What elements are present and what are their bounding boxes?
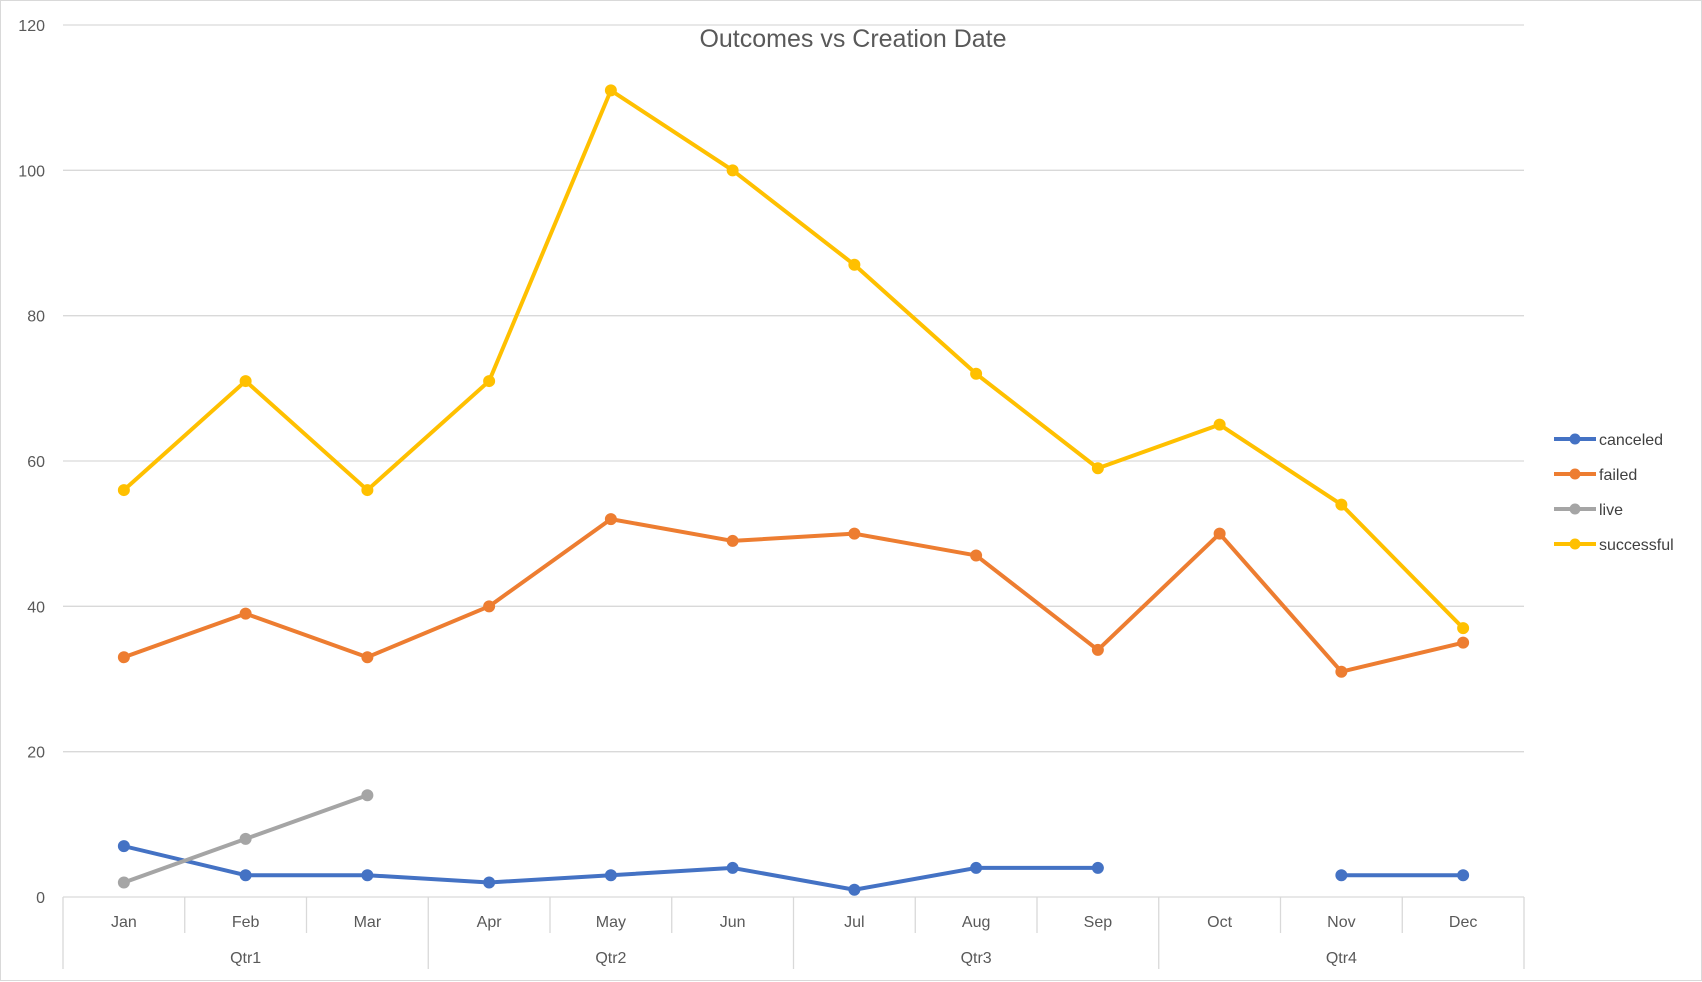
data-point-successful bbox=[1091, 462, 1104, 475]
data-point-failed bbox=[726, 534, 739, 547]
legend-marker bbox=[1569, 538, 1581, 550]
legend-label: canceled bbox=[1599, 432, 1663, 449]
data-point-canceled bbox=[1335, 869, 1348, 882]
data-point-successful bbox=[239, 375, 252, 388]
data-point-successful bbox=[483, 375, 496, 388]
data-point-canceled bbox=[117, 840, 130, 853]
data-point-successful bbox=[1335, 498, 1348, 511]
x-tick-label: Jun bbox=[720, 914, 746, 931]
chart-title: Outcomes vs Creation Date bbox=[699, 25, 1006, 53]
data-point-live bbox=[239, 832, 252, 845]
data-point-live bbox=[361, 789, 374, 802]
data-point-successful bbox=[361, 484, 374, 497]
x-tick-label: Jan bbox=[111, 914, 137, 931]
x-tick-label: Dec bbox=[1449, 914, 1477, 931]
y-tick-label: 20 bbox=[27, 745, 45, 762]
data-point-successful bbox=[117, 484, 130, 497]
data-point-failed bbox=[239, 607, 252, 620]
y-tick-label: 0 bbox=[36, 890, 45, 907]
data-point-failed bbox=[970, 549, 983, 562]
data-point-canceled bbox=[1457, 869, 1470, 882]
axes: 0 20 40 60 80 100 120 Qtr1 Qtr2 Qtr3 Qtr4 Jan Feb Mar… bbox=[18, 18, 1525, 969]
x-tick-label: Feb bbox=[232, 914, 260, 931]
data-point-successful bbox=[970, 367, 983, 380]
x-tick-label: Apr bbox=[477, 914, 503, 931]
series-line-failed bbox=[121, 517, 1466, 674]
group-label: Qtr2 bbox=[595, 950, 626, 967]
legend-label: failed bbox=[1599, 467, 1637, 484]
legend-item-canceled: canceled bbox=[1554, 432, 1663, 449]
data-point-failed bbox=[1091, 643, 1104, 656]
legend-item-live: live bbox=[1554, 502, 1623, 519]
series-lines bbox=[117, 84, 1470, 896]
legend-label: live bbox=[1599, 502, 1623, 519]
series-line-canceled bbox=[121, 844, 1100, 892]
y-tick-label: 40 bbox=[27, 599, 45, 616]
data-point-failed bbox=[117, 651, 130, 664]
x-tick-label: Jul bbox=[844, 914, 864, 931]
series-canceled bbox=[117, 840, 1470, 896]
data-point-successful bbox=[848, 258, 861, 271]
data-point-successful bbox=[1457, 622, 1470, 635]
x-tick-label: May bbox=[596, 914, 626, 931]
legend-item-successful: successful bbox=[1554, 537, 1674, 554]
data-point-failed bbox=[604, 513, 617, 526]
legend: canceled failed live successful bbox=[1554, 432, 1674, 554]
data-point-canceled bbox=[239, 869, 252, 882]
y-tick-label: 60 bbox=[27, 454, 45, 471]
data-point-canceled bbox=[970, 861, 983, 874]
group-label: Qtr1 bbox=[230, 950, 261, 967]
data-point-failed bbox=[848, 527, 861, 540]
data-point-successful bbox=[604, 84, 617, 97]
legend-label: successful bbox=[1599, 537, 1674, 554]
data-point-successful bbox=[1213, 418, 1226, 431]
data-point-canceled bbox=[848, 883, 861, 896]
data-point-canceled bbox=[361, 869, 374, 882]
x-tick-label: Oct bbox=[1207, 914, 1232, 931]
data-point-failed bbox=[361, 651, 374, 664]
data-point-live bbox=[117, 876, 130, 889]
legend-item-failed: failed bbox=[1554, 467, 1637, 484]
series-live bbox=[117, 789, 374, 889]
series-successful bbox=[117, 84, 1470, 635]
data-point-canceled bbox=[726, 861, 739, 874]
legend-marker bbox=[1569, 468, 1581, 480]
gridlines bbox=[63, 24, 1524, 898]
data-point-canceled bbox=[604, 869, 617, 882]
x-tick-label: Sep bbox=[1084, 914, 1113, 931]
legend-marker bbox=[1569, 503, 1581, 515]
y-tick-label: 80 bbox=[27, 309, 45, 326]
data-point-failed bbox=[1457, 636, 1470, 649]
y-tick-label: 120 bbox=[18, 18, 45, 35]
group-label: Qtr4 bbox=[1326, 950, 1357, 967]
group-label: Qtr3 bbox=[961, 950, 992, 967]
data-point-canceled bbox=[1091, 861, 1104, 874]
data-point-failed bbox=[1213, 527, 1226, 540]
data-point-successful bbox=[726, 164, 739, 177]
series-failed bbox=[117, 513, 1470, 678]
x-tick-label: Mar bbox=[354, 914, 382, 931]
series-line-successful bbox=[121, 88, 1466, 631]
data-point-failed bbox=[483, 600, 496, 613]
data-point-canceled bbox=[483, 876, 496, 889]
legend-marker bbox=[1569, 433, 1581, 445]
x-tick-label: Nov bbox=[1327, 914, 1355, 931]
data-point-failed bbox=[1335, 665, 1348, 678]
x-tick-label: Aug bbox=[962, 914, 990, 931]
y-tick-label: 100 bbox=[18, 163, 45, 180]
